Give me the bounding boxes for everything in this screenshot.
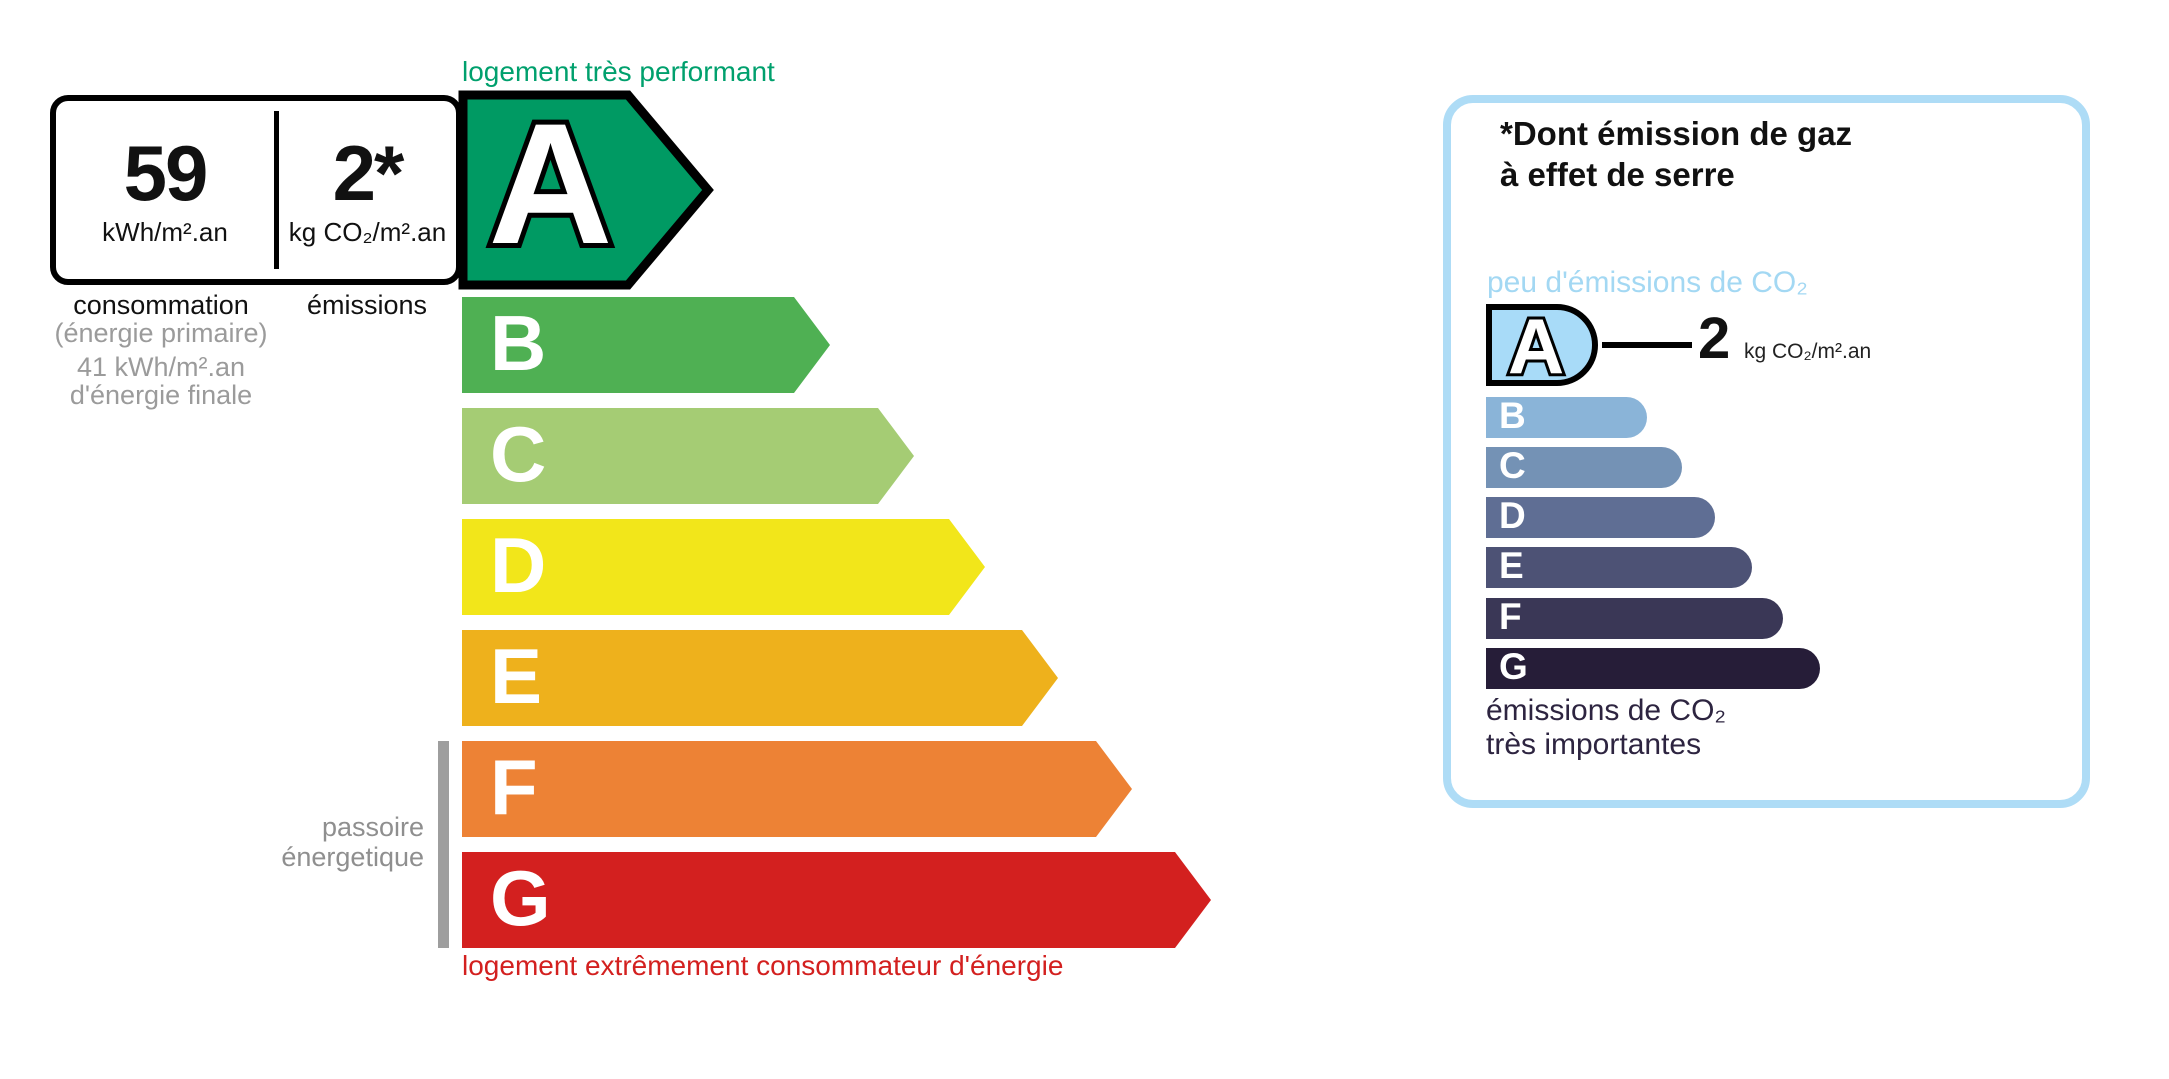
energy-arrow-letter: E <box>490 631 543 720</box>
consumption-subcaption: (énergie primaire) <box>54 318 268 348</box>
final-energy-value: 41 kWh/m².an <box>76 352 246 382</box>
consumption-value: 59 <box>123 128 209 217</box>
final-energy-label: d'énergie finale <box>69 380 253 410</box>
gaz-title-line2: à effet de serre <box>1500 156 1735 193</box>
energy-arrow-letter: B <box>490 298 547 387</box>
energy-arrow-letter: C <box>490 409 547 498</box>
emissions-column: 2* kg CO₂/m².an <box>279 101 456 279</box>
bottom-note: logement extrêmement consommateur d'éner… <box>462 950 1064 981</box>
energy-arrow-letter: D <box>490 520 547 609</box>
sieve-bar <box>438 741 449 948</box>
co2-value-unit: kg CO₂/m².an <box>1744 340 1872 363</box>
co2-bar-B: B <box>1486 394 1647 438</box>
co2-bullet-A-letter: A <box>1505 302 1567 390</box>
energy-arrow-D: D <box>462 519 985 615</box>
energy-arrow-E: E <box>462 630 1058 726</box>
co2-bar-letter: G <box>1499 645 1528 687</box>
energy-arrow-letter: F <box>490 742 538 831</box>
co2-value: 2 <box>1698 306 1731 371</box>
box-divider <box>274 111 279 269</box>
sieve-annotation: passoire énergetique <box>140 812 424 872</box>
energy-arrow-C: C <box>462 408 914 504</box>
co2-bar-letter: F <box>1499 595 1522 637</box>
co2-bar-letter: C <box>1499 444 1526 486</box>
gaz-panel-subtitle: peu d'émissions de CO₂ <box>1487 266 1808 299</box>
gaz-footer-line1: émissions de CO₂ <box>1486 694 1727 727</box>
co2-bar-letter: D <box>1499 494 1526 536</box>
gaz-panel-footer: émissions de CO₂ très importantes <box>1486 694 1726 762</box>
consumption-caption: consommation <box>73 290 249 320</box>
co2-bar-E: E <box>1486 544 1752 588</box>
energy-arrow-A <box>458 90 714 290</box>
co2-connector-line <box>1602 342 1692 348</box>
co2-bar-D: D <box>1486 494 1715 538</box>
gaz-footer-line2: très importantes <box>1486 728 1702 761</box>
gaz-panel-title: *Dont émission de gaz à effet de serre <box>1500 113 1852 195</box>
emissions-value: 2* <box>332 128 405 217</box>
co2-bar-C: C <box>1486 444 1682 488</box>
energy-arrow-G: G <box>462 852 1211 948</box>
co2-bar-F: F <box>1486 595 1783 639</box>
co2-bar-letter: B <box>1499 394 1526 436</box>
consumption-column: 59 kWh/m².an <box>56 101 274 279</box>
co2-bar-letter: E <box>1499 544 1524 586</box>
co2-bullet-A <box>1486 304 1598 386</box>
energy-arrow-letter: G <box>490 853 551 942</box>
gaz-title-line1: *Dont émission de gaz <box>1500 115 1853 152</box>
energy-arrow-B: B <box>462 297 830 393</box>
top-note: logement très performant <box>462 56 775 87</box>
emissions-unit: kg CO₂/m².an <box>288 216 447 247</box>
sieve-line1: passoire <box>321 812 424 842</box>
consumption-unit: kWh/m².an <box>102 216 228 247</box>
energy-arrow-F: F <box>462 741 1132 837</box>
co2-bar-G: G <box>1486 645 1820 689</box>
rating-box: 59 kWh/m².an 2* kg CO₂/m².an <box>50 95 462 285</box>
emissions-caption: émissions <box>306 290 428 320</box>
sieve-line2: énergetique <box>281 842 424 872</box>
energy-arrow-A-letter: A <box>483 88 617 280</box>
